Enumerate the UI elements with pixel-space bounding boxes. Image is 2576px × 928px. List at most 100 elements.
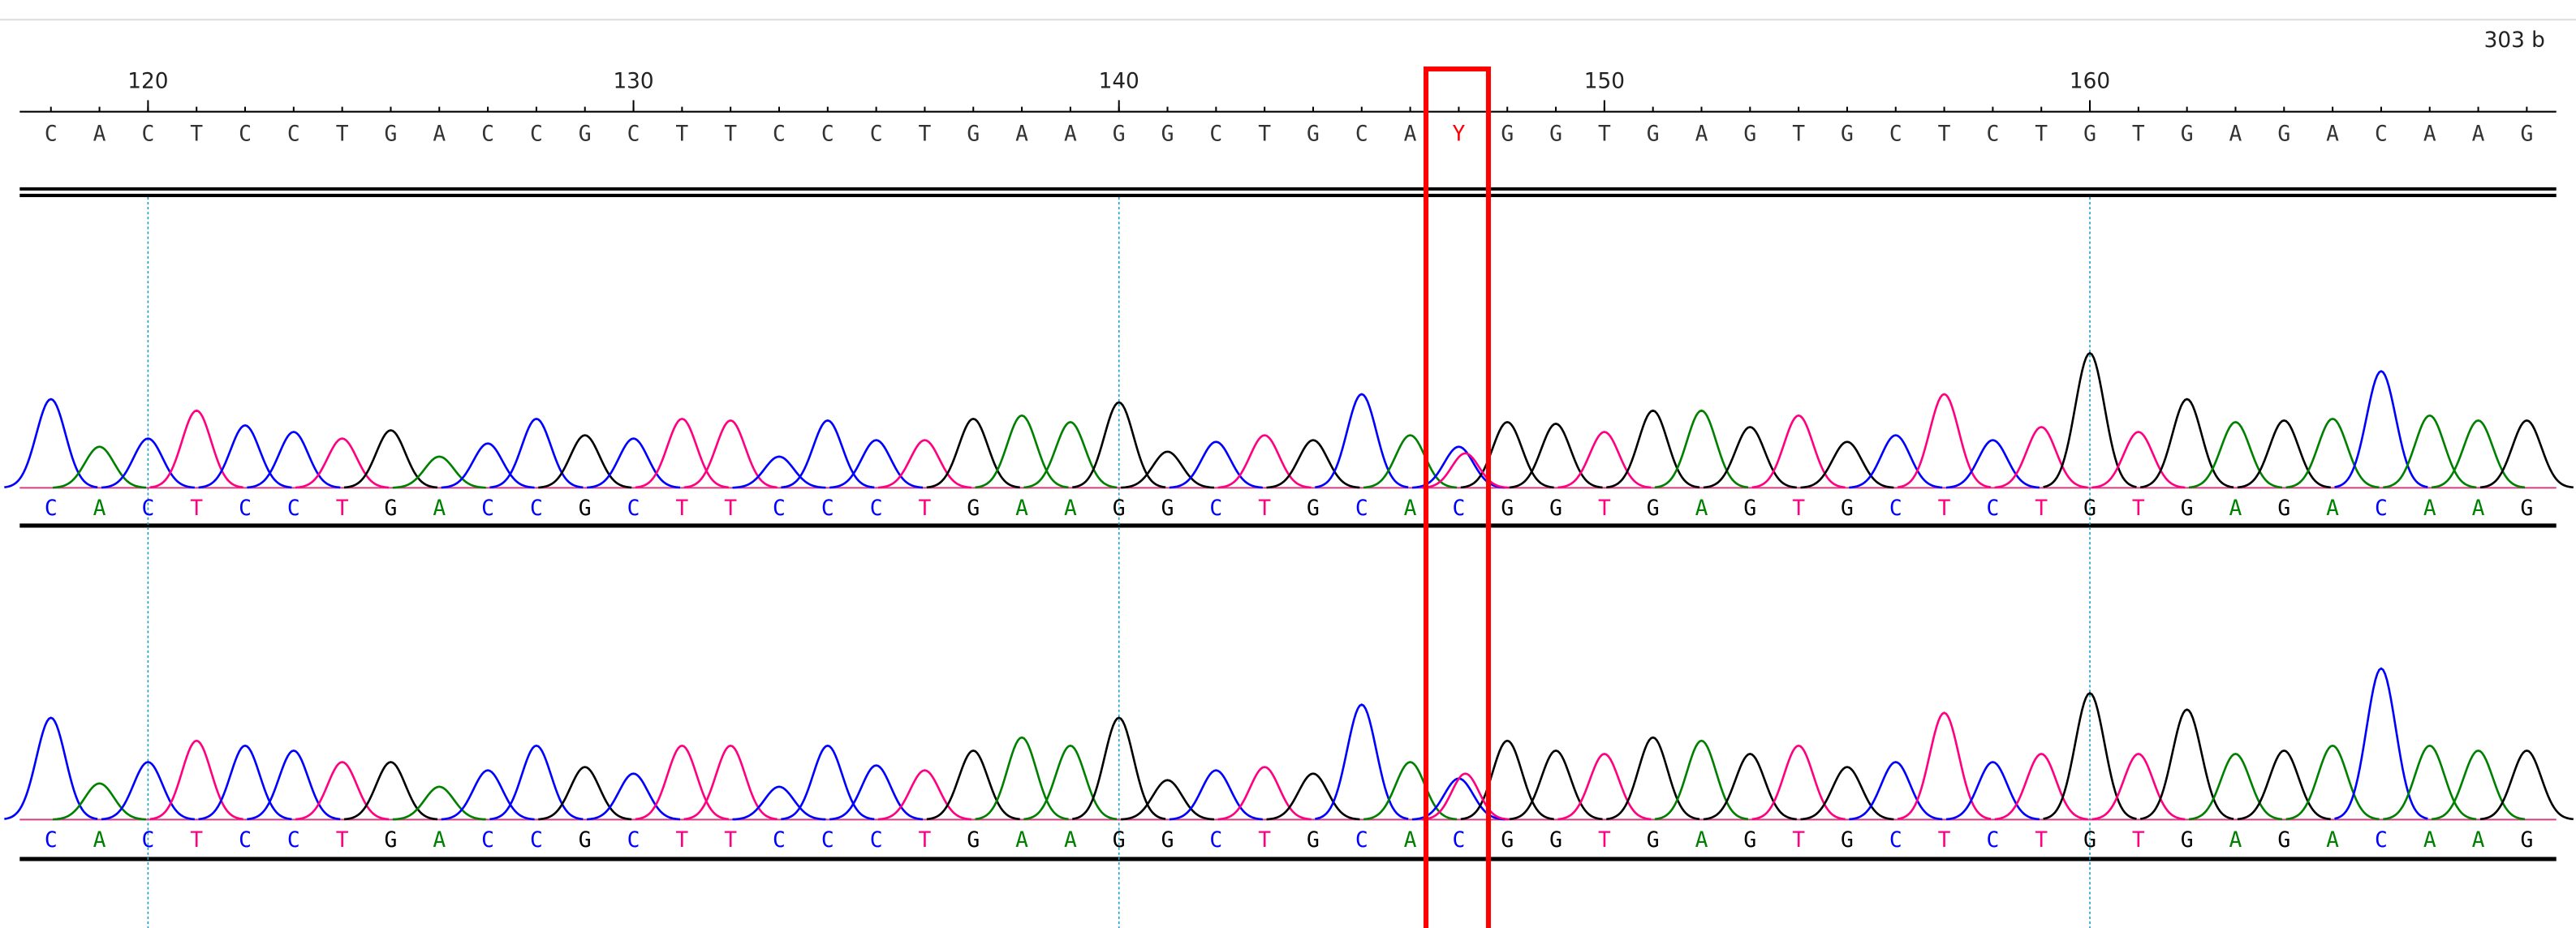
trace-peak (1121, 450, 1215, 489)
trace-peak (1751, 744, 1846, 821)
consensus-base: T (2035, 122, 2048, 147)
track-base: A (2472, 828, 2485, 853)
consensus-base: G (1647, 122, 1660, 147)
track-base: T (2132, 496, 2145, 521)
consensus-base: T (675, 122, 688, 147)
trace-peak (1945, 761, 2040, 821)
track-base: A (93, 828, 106, 853)
trace-peak (1121, 779, 1215, 821)
trace-peak (1897, 711, 1992, 820)
trace-peak (538, 434, 632, 489)
trace-peak (1509, 749, 1603, 821)
trace-peak (1217, 434, 1312, 489)
track-base: A (2326, 496, 2339, 521)
trace-peak (781, 419, 875, 489)
track-base: C (287, 828, 300, 853)
track-base: T (1258, 496, 1271, 521)
track-base: G (1161, 496, 1174, 521)
trace-peak (683, 744, 778, 821)
consensus-base: T (1938, 122, 1951, 147)
track-base: T (724, 828, 737, 853)
track-base: A (1064, 496, 1077, 521)
track-base: G (385, 828, 398, 853)
track-base: C (287, 496, 300, 521)
track-base: C (1355, 496, 1368, 521)
trace-peak (1266, 439, 1360, 489)
trace-peak (1800, 766, 1894, 821)
track-base: C (1209, 828, 1222, 853)
track-base: T (190, 828, 203, 853)
trace-peak (2043, 351, 2137, 488)
track-base: A (1695, 496, 1708, 521)
track-base: G (1647, 828, 1660, 853)
consensus-base: C (239, 122, 252, 147)
trace-peak (2043, 691, 2137, 820)
track-base: G (579, 496, 592, 521)
trace-peak (1703, 753, 1797, 821)
track-base: A (2326, 828, 2339, 853)
trace-peak (1606, 409, 1700, 489)
trace-peak (1849, 761, 1943, 821)
trace-peak (53, 782, 147, 821)
consensus-base: G (2181, 122, 2194, 147)
trace-peak (1557, 753, 1652, 821)
trace-peak (829, 764, 924, 821)
trace-peak (1994, 426, 2088, 489)
track-base: G (1841, 828, 1854, 853)
consensus-base: C (627, 122, 640, 147)
track-base: C (627, 828, 640, 853)
trace-peak (247, 749, 341, 821)
track-base: C (1452, 828, 1465, 853)
trace-peak (2334, 667, 2428, 820)
track-base: G (579, 828, 592, 853)
trace-peak (1363, 434, 1458, 489)
consensus-base: A (1404, 122, 1417, 147)
track-base: C (870, 828, 883, 853)
consensus-base: G (1841, 122, 1854, 147)
trace-peak (635, 417, 729, 489)
trace-peak (2383, 414, 2477, 489)
track-base: T (190, 496, 203, 521)
secondary-peak (1421, 452, 1510, 489)
consensus-base: A (93, 122, 106, 147)
length-label: 303 b (2484, 28, 2545, 53)
trace-peak (975, 414, 1069, 489)
track-base: C (821, 496, 834, 521)
track-base: G (385, 496, 398, 521)
trace-peak (1315, 703, 1409, 820)
track-base: C (870, 496, 883, 521)
track-base: T (2132, 828, 2145, 853)
track-base: G (1307, 496, 1320, 521)
track-base: A (1015, 496, 1028, 521)
consensus-base: C (1209, 122, 1222, 147)
track-base: T (1792, 496, 1805, 521)
consensus-base: G (1161, 122, 1174, 147)
consensus-base: A (2472, 122, 2485, 147)
consensus-base: G (2277, 122, 2290, 147)
track-base: G (2277, 496, 2290, 521)
trace-peak (2479, 419, 2574, 489)
ruler-label: 130 (613, 70, 653, 94)
consensus-base: C (530, 122, 543, 147)
trace-peak (2431, 749, 2526, 821)
trace-peak (101, 437, 195, 489)
track-base: G (2181, 828, 2194, 853)
track-base: T (1938, 828, 1951, 853)
trace-peak (2091, 753, 2186, 821)
track-base: A (433, 496, 446, 521)
trace-peak (53, 445, 147, 489)
track-base: G (1549, 828, 1562, 853)
track-base: C (2375, 496, 2388, 521)
track-base: C (773, 496, 786, 521)
trace-peak (829, 439, 924, 489)
track-base: T (675, 496, 688, 521)
trace-peak (441, 769, 535, 821)
consensus-base: C (870, 122, 883, 147)
consensus-base: G (579, 122, 592, 147)
trace-peak (1169, 769, 1263, 821)
track-base: T (919, 496, 932, 521)
trace-peak (2140, 397, 2234, 489)
track-base: A (2472, 496, 2485, 521)
track-base: T (336, 828, 349, 853)
